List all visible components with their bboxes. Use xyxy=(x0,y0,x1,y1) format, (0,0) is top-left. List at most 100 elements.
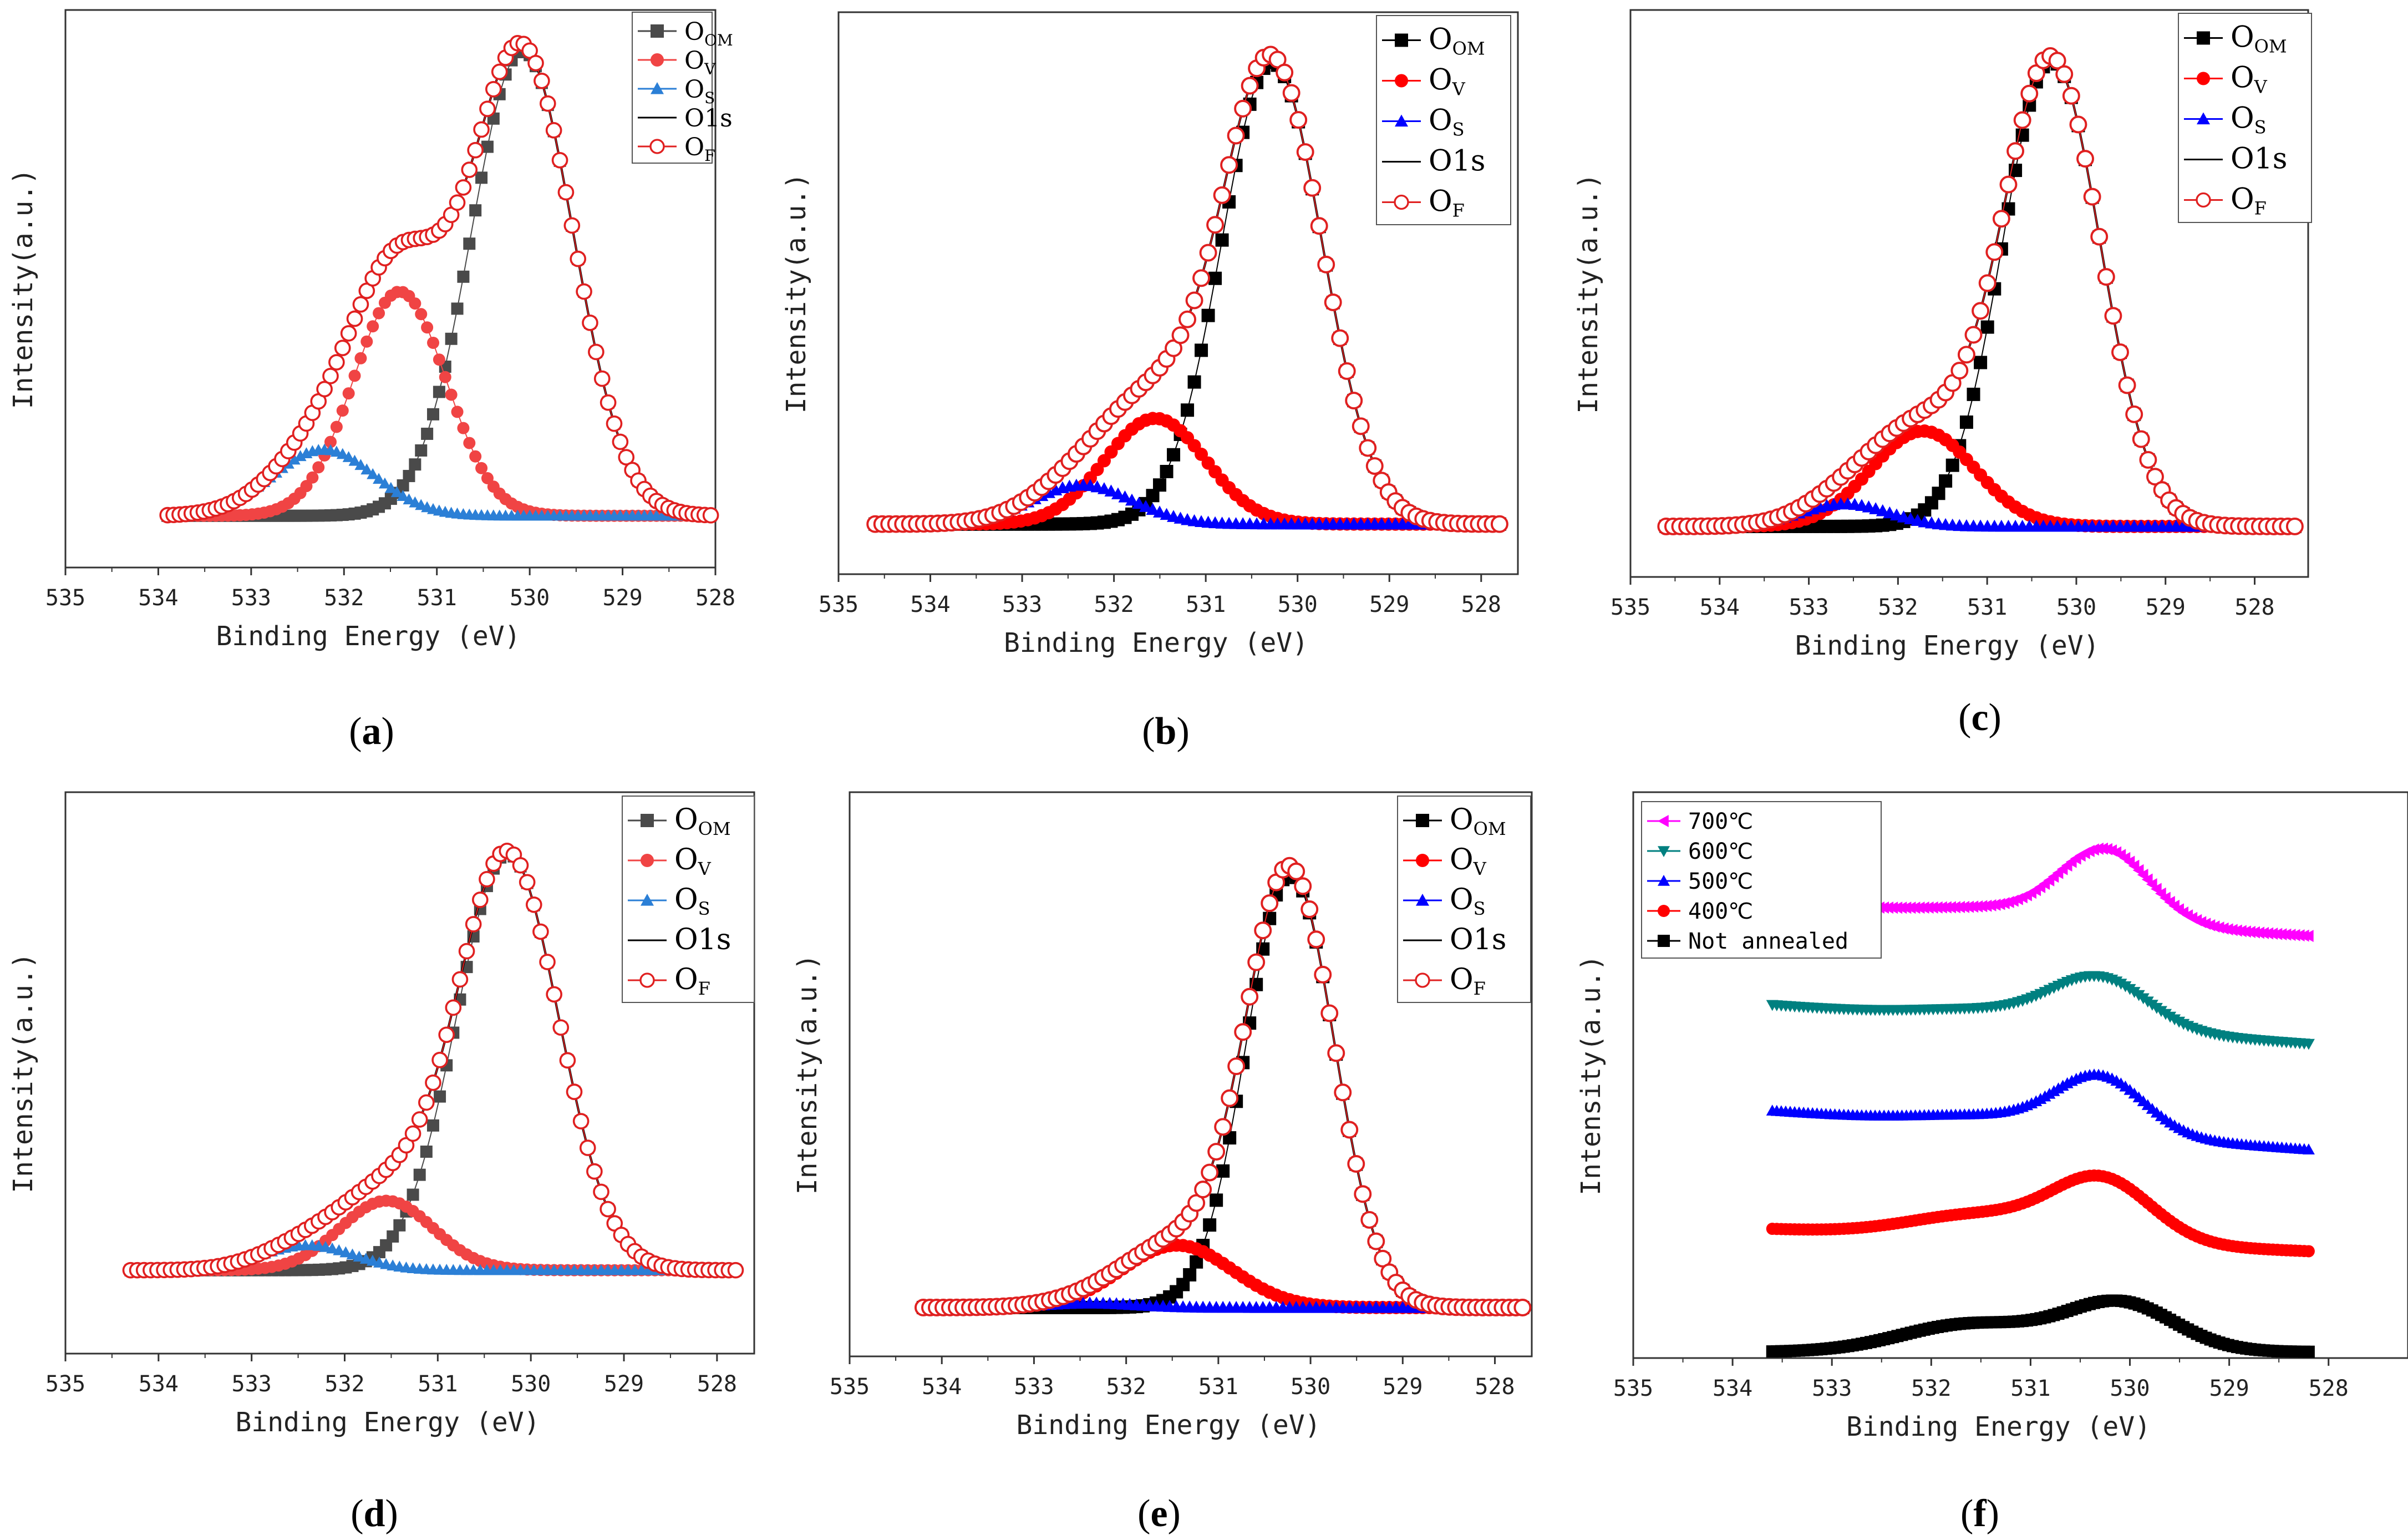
data-point xyxy=(1490,515,1508,533)
data-point xyxy=(469,450,482,463)
y-axis-label: Intensity(a.u.) xyxy=(781,173,812,413)
data-point xyxy=(463,437,476,449)
data-point xyxy=(467,141,484,159)
y-axis-label: Intensity(a.u.) xyxy=(8,169,39,409)
data-point xyxy=(352,296,369,313)
data-point xyxy=(1111,487,1125,500)
data-point xyxy=(1206,216,1225,234)
data-point xyxy=(2062,87,2080,105)
legend-subscript: S xyxy=(704,89,715,107)
data-point xyxy=(306,471,319,484)
x-tick-label: 535 xyxy=(819,592,858,617)
legend-subscript: V xyxy=(704,60,716,78)
series-not-annealed xyxy=(1766,1294,2315,1358)
data-point xyxy=(421,427,434,440)
data-point xyxy=(527,54,544,72)
plot-frame xyxy=(849,791,1533,1357)
x-tick-label: 531 xyxy=(1198,1374,1238,1400)
data-point xyxy=(418,1094,435,1111)
x-tick-label: 533 xyxy=(231,585,271,611)
data-point xyxy=(1347,1155,1365,1173)
data-point xyxy=(2302,930,2314,943)
data-point xyxy=(326,1242,339,1254)
data-point xyxy=(1310,217,1328,235)
x-tick-label: 534 xyxy=(139,1371,179,1397)
legend-marker xyxy=(2197,72,2210,85)
chart-panel-d: 535 534 533 532 531 530 529 528 Binding Energy (… xyxy=(8,791,755,1535)
data-point xyxy=(433,353,445,366)
data-point xyxy=(346,1248,359,1260)
x-axis-label: Binding Energy (eV) xyxy=(1016,1410,1320,1441)
data-point xyxy=(479,100,496,117)
data-point xyxy=(348,369,361,382)
legend-marker xyxy=(1415,972,1430,988)
data-point xyxy=(2132,430,2150,448)
panel-caption: (e) xyxy=(1137,1492,1181,1535)
data-point xyxy=(539,954,556,970)
data-point xyxy=(1203,1218,1217,1232)
data-point xyxy=(519,874,536,891)
data-point xyxy=(463,237,476,250)
series-line xyxy=(167,42,711,516)
data-point xyxy=(409,297,421,310)
legend-marker xyxy=(2197,112,2210,125)
data-point xyxy=(1214,1118,1232,1136)
x-tick-label: 529 xyxy=(604,1371,644,1397)
data-point xyxy=(427,408,440,421)
data-point xyxy=(1338,362,1356,380)
data-point xyxy=(1999,175,2018,194)
data-point xyxy=(1183,1268,1197,1281)
data-point xyxy=(1959,415,1973,429)
data-point xyxy=(1327,1044,1345,1062)
x-tick-label: 535 xyxy=(830,1374,870,1400)
legend-subscript: F xyxy=(1474,978,1486,999)
legend-marker xyxy=(1416,894,1429,906)
data-point xyxy=(457,422,470,434)
data-point xyxy=(1354,1185,1372,1203)
data-point xyxy=(1320,1004,1339,1022)
legend-subscript: S xyxy=(1452,119,1465,140)
x-tick-label: 532 xyxy=(1094,592,1134,617)
data-point xyxy=(393,1219,406,1232)
data-point xyxy=(727,1262,744,1279)
legend-subscript: F xyxy=(1452,200,1465,221)
data-point xyxy=(426,1119,439,1132)
y-axis-label: Intensity(a.u.) xyxy=(1573,173,1604,413)
data-point xyxy=(451,406,464,418)
data-point xyxy=(1234,1023,1252,1041)
x-axis-label: Binding Energy (eV) xyxy=(216,621,520,652)
data-point xyxy=(1340,1121,1359,1139)
panel-caption: (a) xyxy=(349,710,394,753)
legend-marker xyxy=(1416,854,1429,867)
series-400- xyxy=(1766,1169,2315,1258)
data-point xyxy=(1185,291,1203,310)
y-axis-label: Intensity(a.u.) xyxy=(1576,955,1607,1195)
legend-marker xyxy=(651,53,664,67)
legend-marker xyxy=(1395,74,1408,88)
x-tick-label: 528 xyxy=(1475,1374,1515,1400)
data-point xyxy=(1195,343,1208,357)
data-point xyxy=(1210,1193,1223,1207)
x-tick-label: 534 xyxy=(1700,595,1740,620)
legend-label: Not annealed xyxy=(1688,929,1848,954)
legend-entry: OF xyxy=(628,963,710,999)
panel-letter: e xyxy=(1150,1492,1167,1535)
data-point xyxy=(1980,320,1994,334)
x-tick-label: 535 xyxy=(45,585,85,611)
data-point xyxy=(2285,517,2304,535)
legend-marker xyxy=(1395,114,1408,127)
data-point xyxy=(333,1244,346,1255)
data-point xyxy=(1160,464,1173,478)
x-tick-label: 529 xyxy=(1383,1374,1423,1400)
data-point xyxy=(438,1026,455,1043)
data-point xyxy=(360,335,373,348)
data-point xyxy=(1957,346,1975,364)
data-point xyxy=(1345,392,1363,410)
data-point xyxy=(348,454,361,466)
panel-letter: f xyxy=(1973,1492,1987,1535)
data-point xyxy=(1247,953,1266,971)
chart-panel-a: 535 534 533 532 531 530 529 528 Binding Energy (… xyxy=(8,9,735,753)
